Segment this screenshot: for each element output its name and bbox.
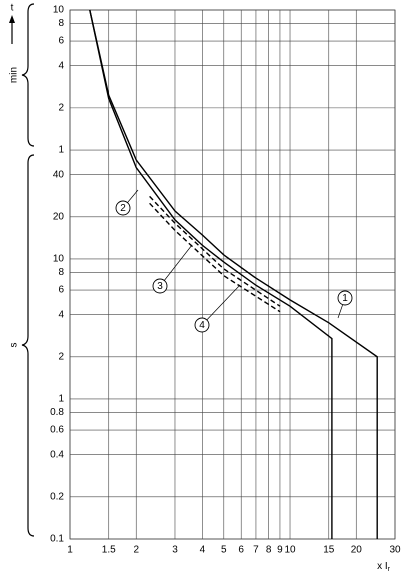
leader-line — [159, 244, 193, 287]
curve — [149, 195, 281, 307]
y-tick-label: 10 — [53, 5, 65, 16]
brace-s — [21, 154, 35, 537]
x-tick-label: 2 — [133, 545, 139, 556]
y-tick-label: 6 — [58, 36, 64, 47]
x-tick-label: 15 — [323, 545, 335, 556]
curve — [89, 9, 378, 539]
x-tick-label: 6 — [238, 545, 244, 556]
x-tick-label: 1 — [67, 545, 73, 556]
y-tick-label: 10 — [53, 254, 65, 265]
y-tick-label: 2 — [58, 351, 64, 362]
y-unit-s: s — [9, 343, 20, 348]
x-tick-label: 9 — [277, 545, 283, 556]
x-tick-label: 3 — [172, 545, 178, 556]
y-tick-label: 4 — [58, 309, 64, 320]
annotation-circle — [337, 290, 353, 306]
annotation-circle — [194, 317, 210, 333]
y-tick-label: 1 — [58, 145, 64, 156]
annotation-circle — [152, 278, 168, 294]
plot-frame — [69, 9, 396, 540]
annotation-label: 4 — [199, 320, 205, 331]
x-label: x Ir — [377, 561, 391, 573]
y-tick-label: 2 — [58, 103, 64, 114]
y-tick-label: 1 — [58, 394, 64, 405]
annotation-circle — [115, 200, 131, 216]
y-tick-label: 0.2 — [50, 491, 64, 502]
annotation-label: 2 — [120, 203, 126, 214]
y-tick-label: 4 — [58, 60, 64, 71]
curve — [89, 9, 333, 539]
annotation-label: 1 — [342, 293, 348, 304]
x-tick-label: 5 — [221, 545, 227, 556]
leader-line — [201, 284, 241, 326]
x-tick-label: 7 — [253, 545, 259, 556]
x-tick-label: 20 — [351, 545, 363, 556]
x-tick-label: 4 — [200, 545, 206, 556]
x-tick-label: 1.5 — [102, 545, 116, 556]
y-tick-label: 0.4 — [50, 449, 64, 460]
annotation-label: 3 — [157, 281, 163, 292]
y-label: t — [11, 3, 14, 14]
y-tick-label: 8 — [58, 18, 64, 29]
y-tick-label: 40 — [53, 169, 65, 180]
y-tick-label: 0.1 — [50, 534, 64, 545]
y-tick-label: 0.8 — [50, 407, 64, 418]
curve — [149, 202, 281, 313]
y-tick-label: 20 — [53, 211, 65, 222]
x-tick-label: 8 — [266, 545, 272, 556]
y-tick-label: 8 — [58, 267, 64, 278]
x-tick-label: 10 — [284, 545, 296, 556]
x-tick-label: 30 — [389, 545, 401, 556]
y-tick-label: 0.6 — [50, 425, 64, 436]
y-tick-label: 6 — [58, 285, 64, 296]
axis-arrowhead — [9, 15, 15, 23]
y-unit-min: min — [9, 67, 20, 83]
brace-min — [21, 3, 35, 147]
